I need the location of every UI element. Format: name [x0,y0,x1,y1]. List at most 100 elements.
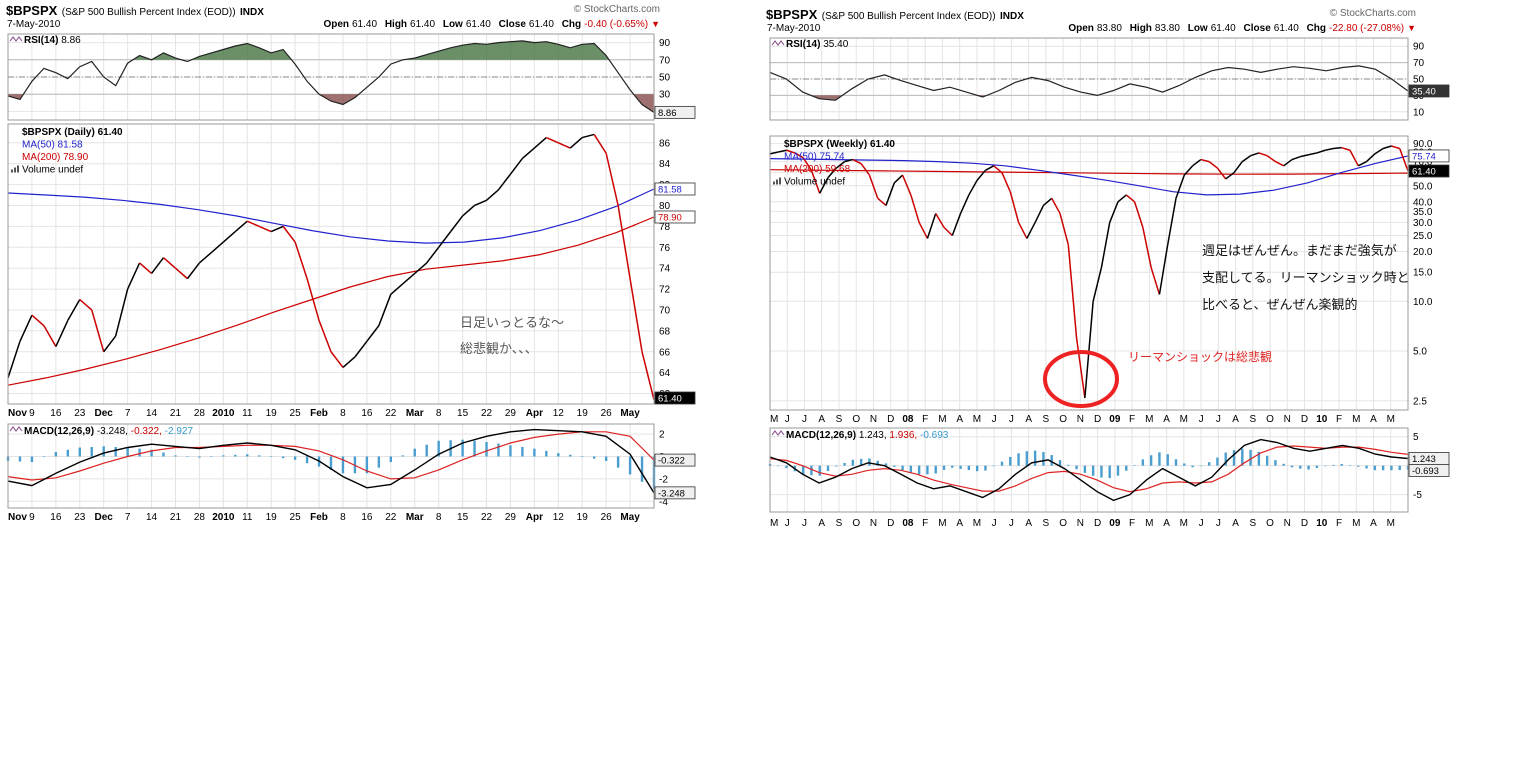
svg-text:22: 22 [481,408,493,419]
svg-text:J: J [1199,518,1204,529]
svg-text:F: F [1129,518,1135,529]
svg-text:Mar: Mar [406,512,424,523]
svg-text:A: A [818,518,825,529]
svg-text:O: O [1266,518,1274,529]
svg-text:F: F [1129,414,1135,425]
svg-text:M: M [770,518,778,529]
svg-text:Nov: Nov [8,512,27,523]
svg-text:16: 16 [361,512,373,523]
svg-text:N: N [1284,518,1291,529]
high-value: 61.40 [410,19,436,30]
svg-text:M: M [1180,518,1188,529]
svg-text:S: S [1043,414,1050,425]
svg-text:F: F [922,518,928,529]
chg-label: Chg [561,19,582,30]
svg-text:D: D [887,518,894,529]
svg-text:15.0: 15.0 [1413,268,1433,279]
svg-text:20.0: 20.0 [1413,247,1433,258]
svg-text:19: 19 [577,512,589,523]
svg-text:70.0: 70.0 [1413,157,1433,168]
high-label: High [384,19,408,30]
svg-text:J: J [785,414,790,425]
svg-text:8: 8 [340,512,346,523]
svg-text:5: 5 [1413,432,1419,443]
svg-text:68: 68 [659,326,671,337]
close-label: Close [498,19,526,30]
open-value: 61.40 [352,19,378,30]
svg-text:10.0: 10.0 [1413,297,1433,308]
svg-text:22: 22 [481,512,493,523]
svg-text:A: A [956,414,963,425]
svg-text:Feb: Feb [310,408,328,419]
svg-text:28: 28 [194,512,206,523]
close-label: Close [1243,23,1271,34]
svg-text:14: 14 [146,512,158,523]
svg-text:5.0: 5.0 [1413,347,1427,358]
svg-text:9: 9 [29,512,35,523]
svg-text:J: J [802,414,807,425]
svg-text:2010: 2010 [212,512,235,523]
svg-text:-5: -5 [1413,490,1422,501]
chg-label: Chg [1306,23,1327,34]
chg-value: -22.80 (-27.08%) [1329,23,1405,34]
svg-text:A: A [1025,518,1032,529]
index-name: (S&P 500 Bullish Percent Index (EOD)) [61,7,236,18]
svg-text:MA(200) 59.68: MA(200) 59.68 [784,164,851,175]
svg-text:Volume undef: Volume undef [22,165,83,176]
svg-text:N: N [1077,414,1084,425]
chart-header: $BPSPX (S&P 500 Bullish Percent Index (E… [762,6,1462,36]
svg-text:26: 26 [601,408,613,419]
svg-text:16: 16 [50,512,62,523]
svg-text:30: 30 [659,90,671,101]
svg-text:S: S [836,414,843,425]
svg-text:09: 09 [1109,518,1121,529]
symbol-ticker: $BPSPX [6,3,58,18]
svg-text:61.40: 61.40 [658,394,682,405]
svg-text:M: M [1180,414,1188,425]
svg-text:N: N [1284,414,1291,425]
svg-text:12: 12 [553,408,565,419]
svg-text:9: 9 [29,408,35,419]
svg-text:50: 50 [659,73,671,84]
svg-text:M: M [973,414,981,425]
svg-text:$BPSPX (Daily) 61.40: $BPSPX (Daily) 61.40 [22,127,123,138]
svg-text:D: D [1301,518,1308,529]
svg-text:80: 80 [659,201,671,212]
low-value: 61.40 [465,19,491,30]
svg-text:Volume undef: Volume undef [784,177,845,188]
svg-text:S: S [1249,414,1256,425]
svg-text:19: 19 [266,408,278,419]
svg-text:22: 22 [385,512,397,523]
svg-text:2010: 2010 [212,408,235,419]
svg-text:61.40: 61.40 [1412,167,1436,178]
svg-text:21: 21 [170,408,182,419]
svg-text:MA(50) 81.58: MA(50) 81.58 [22,140,83,151]
high-label: High [1129,23,1152,34]
svg-text:J: J [1199,414,1204,425]
svg-text:J: J [1009,518,1014,529]
svg-text:74: 74 [659,264,671,275]
svg-text:8: 8 [436,512,442,523]
svg-text:-3.248: -3.248 [658,488,685,499]
svg-text:M: M [973,518,981,529]
svg-text:J: J [1009,414,1014,425]
svg-text:10: 10 [1413,107,1425,118]
close-value: 61.40 [528,19,554,30]
svg-text:2: 2 [659,430,665,441]
svg-text:A: A [1163,518,1170,529]
svg-text:25.0: 25.0 [1413,231,1433,242]
ohlc-quote: Open 61.40 High 61.40 Low 61.40 Close 61.40 … [318,19,660,30]
svg-text:M: M [1145,518,1153,529]
low-value: 61.40 [1210,23,1236,34]
svg-text:78: 78 [659,222,671,233]
svg-text:15: 15 [457,512,469,523]
svg-text:J: J [785,518,790,529]
low-label: Low [442,19,463,30]
svg-text:M: M [1352,414,1360,425]
svg-text:A: A [956,518,963,529]
svg-text:50.0: 50.0 [1413,181,1433,192]
svg-text:F: F [922,414,928,425]
svg-text:May: May [620,512,640,523]
svg-text:M: M [1145,414,1153,425]
svg-text:N: N [1077,518,1084,529]
